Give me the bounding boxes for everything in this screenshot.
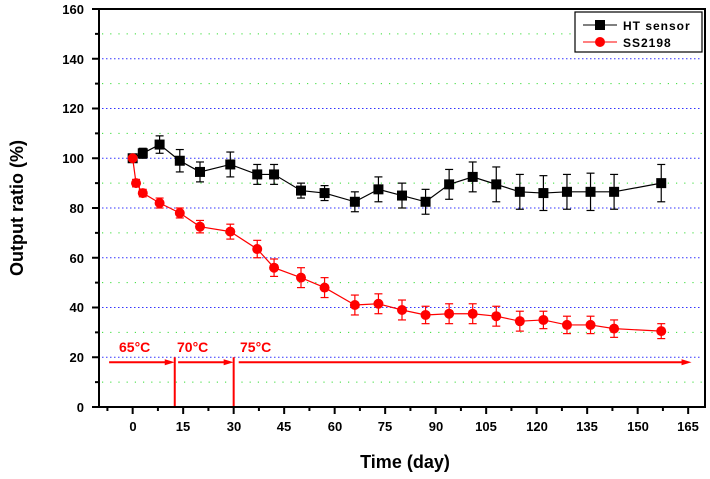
data-point <box>420 309 431 320</box>
y-tick-label: 80 <box>70 201 84 216</box>
x-tick-label: 165 <box>677 419 699 434</box>
data-point <box>397 190 407 201</box>
data-point <box>319 188 330 199</box>
data-point <box>397 304 407 315</box>
y-axis-title: Output ratio (%) <box>7 140 27 276</box>
annotation-label-70: 70°C <box>177 339 208 355</box>
data-point <box>319 282 330 293</box>
legend: HT sensor SS2198 <box>574 11 703 53</box>
legend-marker-ss <box>595 37 605 47</box>
y-tick-label: 60 <box>70 251 84 266</box>
data-point <box>491 179 502 190</box>
data-point <box>137 148 148 159</box>
x-tick-label: 45 <box>277 419 291 434</box>
grid <box>102 33 702 383</box>
x-tick-label: 60 <box>328 419 342 434</box>
x-tick-label: 135 <box>576 419 598 434</box>
data-point <box>514 186 525 197</box>
annotation-label-75: 75°C <box>240 339 271 355</box>
legend-label-ss: SS2198 <box>623 36 672 50</box>
legend-box <box>574 11 703 53</box>
phase-arrowhead <box>223 359 234 366</box>
x-axis-title: Time (day) <box>360 452 450 472</box>
x-tick-label: 15 <box>176 419 190 434</box>
y-tick-label: 140 <box>62 52 84 67</box>
data-point <box>491 311 502 322</box>
x-tick-label: 0 <box>129 419 136 434</box>
data-point <box>467 171 478 182</box>
y-tick-label: 0 <box>77 400 84 415</box>
data-point <box>269 262 280 273</box>
data-point <box>131 178 142 189</box>
data-point <box>154 198 165 209</box>
y-tick-labels: 0 20 40 60 80 100 120 140 160 <box>62 2 84 415</box>
y-tick-label: 160 <box>62 2 84 17</box>
data-point <box>656 178 667 189</box>
legend-label-ht: HT sensor <box>623 19 691 33</box>
data-point <box>225 226 236 237</box>
data-point <box>373 298 384 309</box>
data-point <box>444 308 455 319</box>
phase-arrowhead <box>681 359 692 366</box>
data-point <box>373 184 384 195</box>
data-point <box>514 316 525 327</box>
series <box>127 135 667 340</box>
data-point <box>174 155 185 166</box>
data-point <box>296 272 306 283</box>
data-point <box>656 326 667 337</box>
data-point <box>538 314 549 325</box>
x-tick-label: 30 <box>227 419 241 434</box>
data-point <box>225 159 236 170</box>
x-tick-label: 90 <box>429 419 443 434</box>
data-point <box>137 188 148 199</box>
x-tick-label: 105 <box>475 419 497 434</box>
data-point <box>609 186 620 197</box>
data-point <box>127 153 138 164</box>
y-tick-label: 120 <box>62 101 84 116</box>
data-point <box>538 188 549 199</box>
data-point <box>349 300 360 311</box>
data-point <box>154 139 165 150</box>
ticks <box>92 8 690 414</box>
data-point <box>252 169 263 180</box>
data-point <box>585 186 596 197</box>
data-point <box>252 244 263 255</box>
y-tick-label: 40 <box>70 300 84 315</box>
x-tick-label: 120 <box>526 419 548 434</box>
data-point <box>561 319 572 330</box>
data-point <box>467 308 478 319</box>
x-tick-labels: 0 15 30 45 60 75 90 105 120 135 150 165 <box>129 419 698 434</box>
x-tick-label: 75 <box>378 419 392 434</box>
series-ss2198 <box>127 153 667 340</box>
data-point <box>561 186 572 197</box>
data-point <box>174 207 185 218</box>
data-point <box>609 323 620 334</box>
series-line <box>132 143 662 203</box>
legend-marker-ht <box>595 20 605 30</box>
series-ht-sensor <box>127 135 667 215</box>
data-point <box>269 169 280 180</box>
data-point <box>349 196 360 207</box>
y-tick-label: 100 <box>62 151 84 166</box>
data-point <box>296 185 306 196</box>
data-point <box>420 196 431 207</box>
temperature-annotations: 65°C 70°C 75°C <box>109 339 692 407</box>
annotation-label-65: 65°C <box>119 339 150 355</box>
phase-arrowhead <box>164 359 175 366</box>
series-line <box>132 158 662 332</box>
x-tick-label: 150 <box>627 419 649 434</box>
data-point <box>195 221 205 232</box>
y-tick-label: 20 <box>70 350 84 365</box>
data-point <box>444 179 455 190</box>
data-point <box>585 319 596 330</box>
data-point <box>195 166 205 177</box>
